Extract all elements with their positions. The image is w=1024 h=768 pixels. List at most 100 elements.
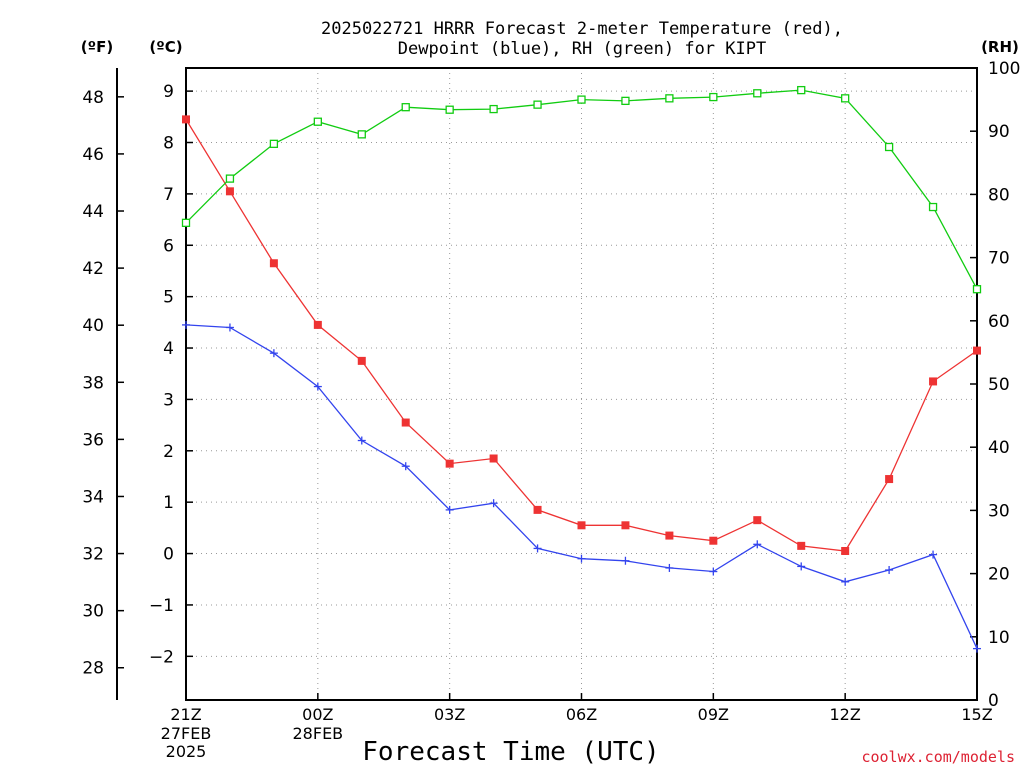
x-tick-label: 03Z [434,705,465,724]
celsius-tick-label: 1 [163,493,174,513]
temperature-point [885,475,894,484]
dewpoint-point [885,566,894,575]
temperature-point [225,187,234,196]
rh-point [445,105,454,114]
rh-point [357,130,366,139]
dewpoint-point [225,323,234,332]
temperature-point [709,536,718,545]
chart-title-line1: 2025022721 HRRR Forecast 2-meter Tempera… [321,19,843,39]
fahrenheit-tick-label: 36 [82,430,104,450]
grid-lines [186,68,977,700]
dewpoint-point [665,563,674,572]
fahrenheit-tick-label: 48 [82,88,104,108]
x-tick-label: 21Z [170,705,201,724]
celsius-tick-label: −2 [149,647,174,667]
rh-point [972,285,982,294]
dewpoint-point [577,554,586,563]
celsius-unit-label: (ºC) [149,38,182,56]
rh-point [577,95,586,104]
rh-tick-label: 10 [988,628,1010,648]
x-tick-sublabel: 28FEB [293,724,344,743]
rh-point [225,174,235,183]
fahrenheit-tick-label: 28 [82,659,104,679]
rh-tick-label: 20 [988,565,1010,585]
rh-tick-label: 50 [988,375,1010,395]
dewpoint-point [182,320,190,329]
temperature-point [621,521,630,530]
dewpoint-point [401,462,410,471]
temperature-line [185,119,978,552]
rh-tick-label: 70 [988,249,1010,269]
dewpoint-point [445,505,454,514]
celsius-tick-label: 5 [163,288,174,308]
dewpoint-point [489,499,498,508]
temperature-point [489,454,498,463]
temperature-point [269,259,278,268]
rh-point [313,117,322,126]
celsius-tick-label: 8 [163,134,174,154]
watermark-text: coolwx.com/models [861,748,1015,766]
temperature-point [973,346,981,355]
dewpoint-point [621,556,630,565]
temperature-point [665,531,674,540]
rh-tick-label: 30 [988,501,1010,521]
temperature-point [357,356,366,365]
fahrenheit-tick-label: 40 [82,316,104,336]
rh-point [269,139,279,148]
x-tick-label: 12Z [830,705,861,724]
fahrenheit-tick-label: 34 [82,487,104,507]
dewpoint-point [797,562,806,571]
x-axis-label: Forecast Time (UTC) [362,737,659,767]
dewpoint-point [533,544,542,553]
dewpoint-point [313,382,322,391]
fahrenheit-tick-label: 46 [82,145,104,165]
celsius-tick-label: 0 [163,545,174,565]
x-tick-label: 15Z [961,705,992,724]
rh-point [753,89,762,98]
dewpoint-point [269,349,278,358]
fahrenheit-tick-label: 42 [82,259,104,279]
temperature-point [841,546,850,555]
celsius-tick-label: 9 [163,82,174,102]
rh-point [665,94,674,103]
tick-labels: 2830323436384042444648−2−101234567890102… [82,59,1020,761]
rh-point [181,218,191,227]
celsius-tick-label: 3 [163,390,174,410]
fahrenheit-unit-label: (ºF) [81,38,113,56]
dewpoint-point [929,550,938,559]
dewpoint-point [753,540,762,549]
temperature-point [313,320,322,329]
celsius-tick-label: 2 [163,442,174,462]
temperature-point [182,115,190,124]
temperature-point [753,516,762,525]
rh-point [533,100,542,109]
chart-title-line2: Dewpoint (blue), RH (green) for KIPT [398,39,766,59]
rh-point [797,85,806,95]
rh-tick-label: 90 [988,122,1010,142]
fahrenheit-tick-label: 44 [82,202,104,222]
rh-point [401,103,410,112]
x-tick-sublabel: 2025 [166,742,207,761]
temperature-point [797,541,806,550]
rh-tick-label: 60 [988,312,1010,332]
rh-unit-label: (RH) [981,38,1019,56]
temperature-point [577,521,586,530]
rh-point [709,92,718,102]
rh-tick-label: 40 [988,438,1010,458]
rh-point [841,94,850,103]
rh-tick-label: 100 [988,59,1020,79]
rh-point [884,142,894,152]
rh-tick-label: 0 [988,691,999,711]
x-tick-sublabel: 27FEB [161,724,212,743]
temperature-point [929,377,938,386]
rh-point [621,96,630,106]
celsius-tick-label: −1 [149,596,174,616]
dewpoint-point [841,577,850,586]
temperature-point [401,418,410,427]
temperature-point [445,459,454,468]
x-tick-label: 06Z [566,705,597,724]
x-tick-label: 00Z [302,705,333,724]
rh-point [928,202,938,212]
rh-line [185,89,978,290]
